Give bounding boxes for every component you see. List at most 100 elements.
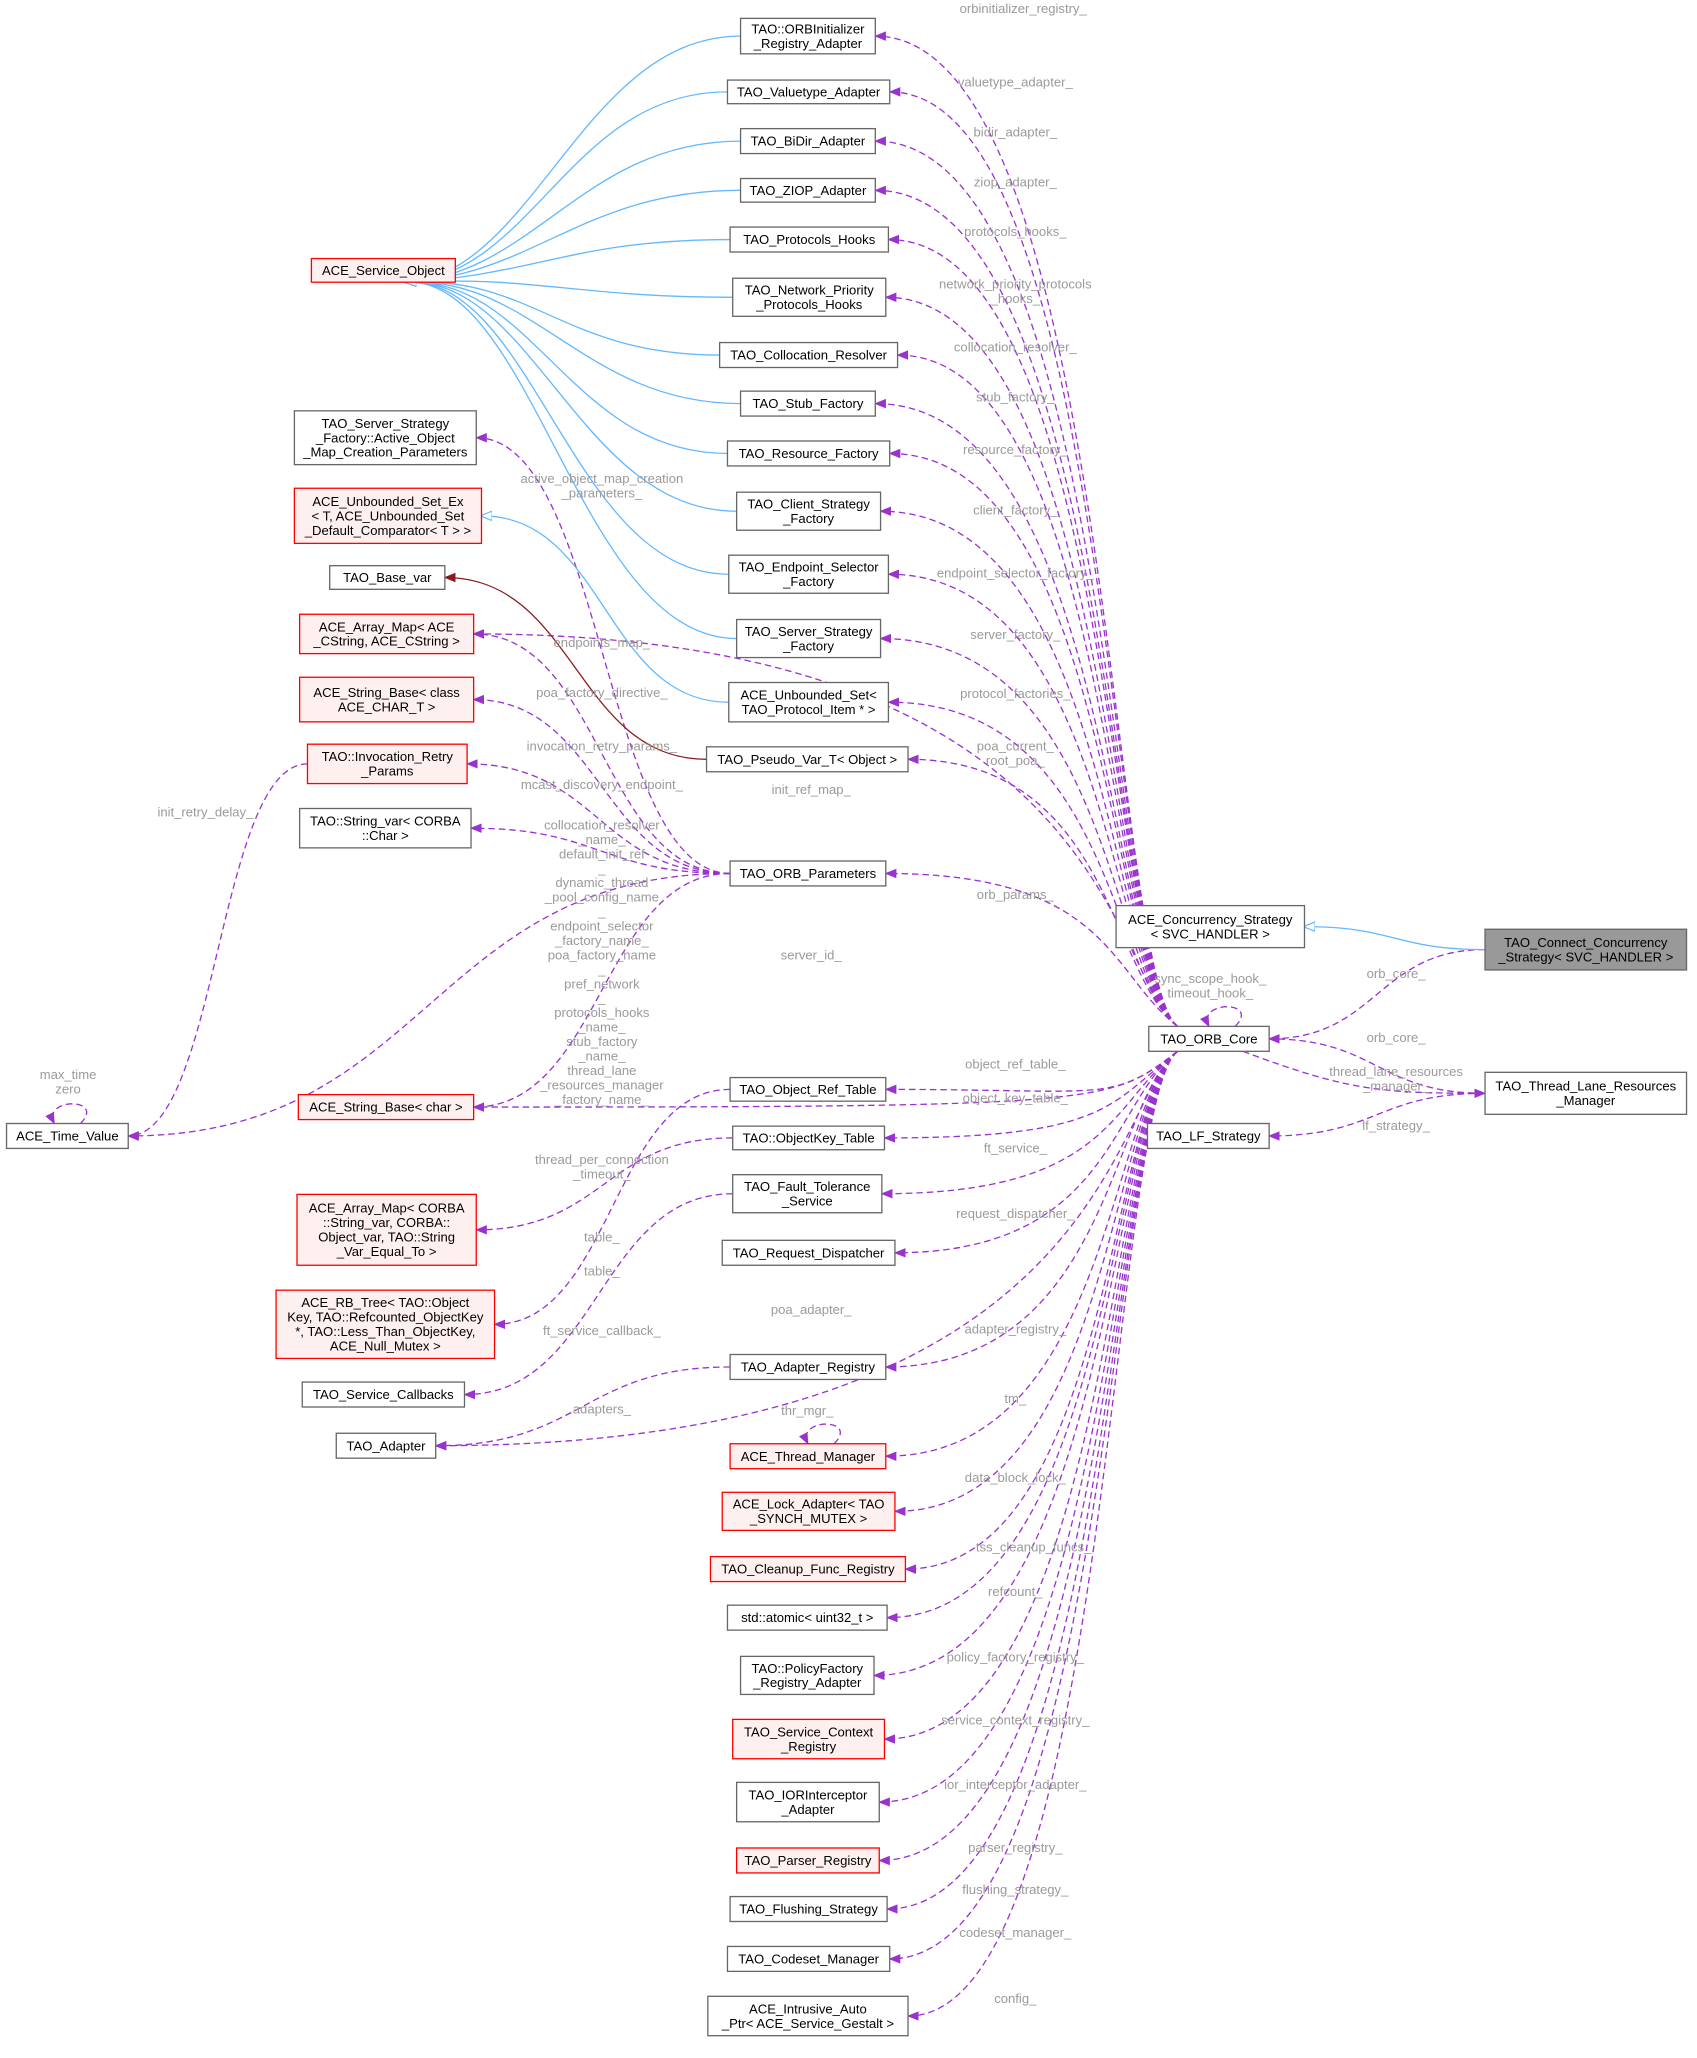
class-node-tao-adapter[interactable]: TAO_Adapter <box>335 1432 437 1459</box>
node-box <box>735 1847 880 1874</box>
class-node-codeset[interactable]: TAO_Codeset_Manager <box>726 1945 891 1973</box>
edge-orb_core-to-atomic <box>885 1050 1178 1623</box>
node-box <box>1146 1122 1270 1150</box>
node-box <box>735 618 882 659</box>
class-node-collocation-resolver[interactable]: TAO_Collocation_Resolver <box>718 341 899 369</box>
class-node-thread-lane[interactable]: TAO_Thread_Lane_Resources _Manager <box>1484 1071 1688 1115</box>
edge-orb_core-to-valuetype <box>888 87 1178 1027</box>
edge-label-line: max_time <box>40 1067 97 1082</box>
class-node-unbounded-set[interactable]: ACE_Unbounded_Set< TAO_Protocol_Item * > <box>728 681 890 723</box>
node-label-line: TAO_Service_Callbacks <box>313 1387 454 1402</box>
node-box <box>306 743 468 785</box>
class-node-iorinterceptor[interactable]: TAO_IORInterceptor _Adapter <box>735 1781 880 1823</box>
class-node-service-object[interactable]: ACE_Service_Object <box>310 257 456 283</box>
class-node-object-ref-table[interactable]: TAO_Object_Ref_Table <box>729 1076 887 1102</box>
class-node-adapter-registry[interactable]: TAO_Adapter_Registry <box>729 1353 887 1381</box>
edge-label: endpoint_selector_factory_ <box>937 565 1095 580</box>
edge-label: table_ <box>584 1264 620 1279</box>
edge-label-line: thread_per_connection <box>535 1152 669 1167</box>
class-node-stub-factory[interactable]: TAO_Stub_Factory <box>739 390 876 417</box>
node-label-line: TAO_Adapter <box>346 1438 426 1453</box>
edge-label-line: poa_adapter_ <box>771 1302 852 1317</box>
edge-label: object_key_table_ <box>963 1090 1069 1105</box>
class-node-atomic[interactable]: std::atomic< uint32_t > <box>726 1604 888 1631</box>
edge-orb_core-to-array_map_cstring <box>472 629 1178 1027</box>
class-node-policyfactory[interactable]: TAO::PolicyFactory _Registry_Adapter <box>739 1655 875 1696</box>
edge-label-line: active_object_map_creation <box>520 471 683 486</box>
class-node-connect-concurrency[interactable]: TAO_Connect_Concurrency _Strategy< SVC_HA… <box>1484 928 1688 971</box>
class-node-endpoint-selector[interactable]: TAO_Endpoint_Selector _Factory <box>728 554 890 594</box>
node-label-line: TAO_ORB_Parameters <box>740 866 877 881</box>
edge-label: tm_ <box>1004 1391 1027 1406</box>
class-node-ssf-params[interactable]: TAO_Server_Strategy _Factory::Active_Obje… <box>293 410 477 466</box>
class-node-service-callbacks[interactable]: TAO_Service_Callbacks <box>301 1381 466 1408</box>
edge-orb_params-to-string_base_char <box>472 872 731 1112</box>
class-node-valuetype[interactable]: TAO_Valuetype_Adapter <box>726 79 891 105</box>
edge-label-line: protocol_factories_ <box>960 686 1071 701</box>
node-label-line: TAO_Server_Strategy <box>322 416 450 431</box>
class-node-service-context[interactable]: TAO_Service_Context _Registry <box>732 1718 886 1760</box>
edge-orb_core-to-codeset <box>888 1050 1178 1964</box>
class-node-ziop[interactable]: TAO_ZIOP_Adapter <box>739 177 876 203</box>
edge-label: init_ref_map_ <box>772 782 852 797</box>
node-label-line: TAO_Request_Dispatcher <box>733 1245 885 1260</box>
class-node-objectkey-table[interactable]: TAO::ObjectKey_Table <box>732 1125 886 1151</box>
class-node-concurrency-strategy[interactable]: ACE_Concurrency_Strategy < SVC_HANDLER > <box>1115 904 1306 949</box>
class-node-pseudo-var[interactable]: TAO_Pseudo_Var_T< Object > <box>705 746 909 773</box>
edge-label-line: pref_network <box>564 976 640 991</box>
class-node-string-base-char-t[interactable]: ACE_String_Base< class ACE_CHAR_T > <box>298 676 475 723</box>
edge-label-line: protocols_hooks_ <box>964 224 1067 239</box>
class-node-lf-strategy[interactable]: TAO_LF_Strategy <box>1146 1122 1270 1150</box>
node-box <box>298 676 475 723</box>
nodes-layer: TAO::ORBInitializer _Registry_AdapterTAO_… <box>5 17 1688 2037</box>
class-node-server-strategy[interactable]: TAO_Server_Strategy _Factory <box>735 618 882 659</box>
class-node-request-dispatcher[interactable]: TAO_Request_Dispatcher <box>721 1239 896 1266</box>
edge-label: lf_strategy_ <box>1362 1118 1430 1133</box>
class-node-unbounded-set-ex[interactable]: ACE_Unbounded_Set_Ex < T, ACE_Unbounded_S… <box>293 487 483 545</box>
class-node-client-strategy[interactable]: TAO_Client_Strategy _Factory <box>735 491 882 531</box>
node-box <box>739 127 876 155</box>
class-node-parser-registry[interactable]: TAO_Parser_Registry <box>735 1847 880 1874</box>
edge-label-line: config_ <box>994 1991 1037 2006</box>
node-box <box>1484 928 1688 971</box>
class-node-base-var[interactable]: TAO_Base_var <box>329 565 446 590</box>
class-node-protocols-hooks[interactable]: TAO_Protocols_Hooks <box>729 226 890 253</box>
class-node-orb-params[interactable]: TAO_ORB_Parameters <box>729 860 887 887</box>
edge-label-line: poa_factory_directive_ <box>536 685 668 700</box>
class-node-cleanup[interactable]: TAO_Cleanup_Func_Registry <box>709 1555 907 1583</box>
class-node-lock-adapter[interactable]: ACE_Lock_Adapter< TAO _SYNCH_MUTEX > <box>721 1491 896 1532</box>
node-label-line: TAO_Collocation_Resolver <box>730 348 887 363</box>
class-node-array-map-corba[interactable]: ACE_Array_Map< CORBA::String_var, CORBA:… <box>296 1193 477 1266</box>
node-label-line: ACE_Array_Map< ACE <box>319 619 455 634</box>
class-node-flushing[interactable]: TAO_Flushing_Strategy <box>729 1895 888 1923</box>
class-node-string-base-char[interactable]: ACE_String_Base< char > <box>297 1093 475 1121</box>
node-box <box>729 1895 888 1923</box>
class-node-resource-factory[interactable]: TAO_Resource_Factory <box>726 440 891 467</box>
class-node-orb-core[interactable]: TAO_ORB_Core <box>1148 1025 1270 1052</box>
class-node-network-priority[interactable]: TAO_Network_Priority _Protocols_Hooks <box>732 277 887 317</box>
node-label: TAO_Codeset_Manager <box>738 1951 879 1966</box>
class-node-fault-tolerance[interactable]: TAO_Fault_Tolerance _Service <box>732 1174 883 1214</box>
node-label-line: ACE_RB_Tree< TAO::Object <box>301 1295 469 1310</box>
node-label: TAO_Valuetype_Adapter <box>737 84 881 99</box>
class-node-thread-manager[interactable]: ACE_Thread_Manager <box>729 1443 887 1470</box>
class-node-rb-tree[interactable]: ACE_RB_Tree< TAO::Object Key, TAO::Refcou… <box>275 1289 496 1360</box>
edge-label: table_ <box>584 1230 620 1245</box>
class-node-string-var[interactable]: TAO::String_var< CORBA::Char > <box>298 807 472 849</box>
edge-label-line: invocation_retry_params_ <box>527 739 678 754</box>
node-label-line: ACE_Unbounded_Set_Ex <box>312 494 464 509</box>
node-label: TAO_Service_Context _Registry <box>744 1724 873 1753</box>
class-node-array-map-cstring[interactable]: ACE_Array_Map< ACE _CString, ACE_CString … <box>298 613 475 655</box>
class-node-orbinit[interactable]: TAO::ORBInitializer _Registry_Adapter <box>739 17 876 55</box>
class-node-time-value[interactable]: ACE_Time_Value <box>5 1122 129 1150</box>
node-label-line: TAO_Base_var <box>343 570 432 585</box>
node-label-line: std::atomic< uint32_t > <box>741 1610 873 1625</box>
node-label-line: _Service <box>781 1194 833 1209</box>
node-box <box>707 1995 909 2037</box>
class-node-intrusive[interactable]: ACE_Intrusive_Auto _Ptr< ACE_Service_Gest… <box>707 1995 909 2037</box>
edge-label: stub_factory_ <box>976 390 1055 405</box>
class-node-bidir[interactable]: TAO_BiDir_Adapter <box>739 127 876 155</box>
class-node-invocation-retry[interactable]: TAO::Invocation_Retry _Params <box>306 743 468 785</box>
edge-label-line: client_factory_ <box>973 502 1058 517</box>
edge-label-line: orb_core_ <box>1367 1030 1427 1045</box>
